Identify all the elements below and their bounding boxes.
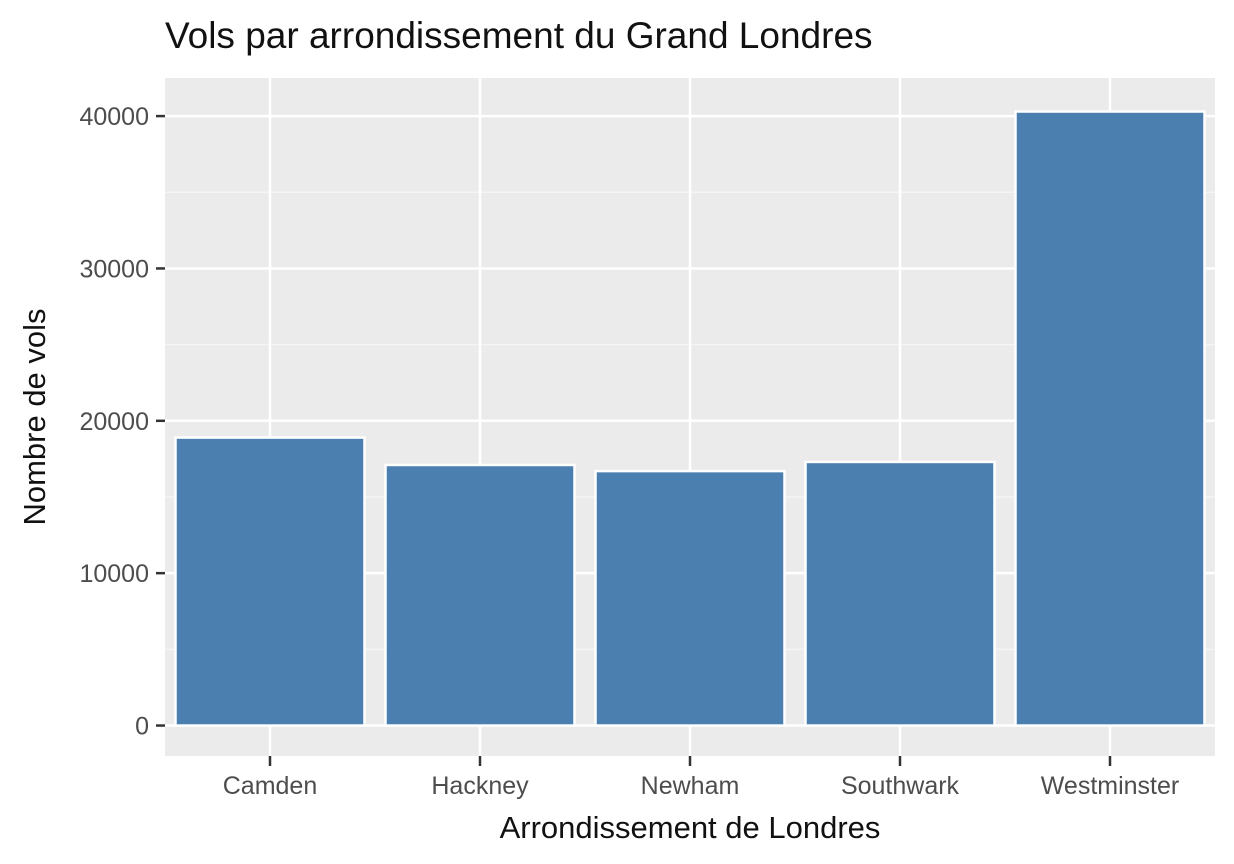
bars-group (174, 110, 1206, 727)
bar-southwark (804, 460, 996, 727)
y-tick-label: 40000 (79, 103, 149, 131)
y-tick-labels: 0 10000 20000 30000 40000 (79, 103, 149, 740)
x-tick-label: Southwark (841, 772, 960, 800)
x-axis-ticks (268, 756, 1112, 766)
bar-westminster (1014, 110, 1206, 727)
x-axis-title: Arrondissement de Londres (500, 810, 881, 845)
bar-hackney (384, 463, 576, 727)
x-tick-label: Hackney (431, 772, 529, 800)
y-tick-label: 0 (135, 713, 149, 741)
y-axis-title: Nombre de vols (17, 308, 52, 525)
y-tick-label: 10000 (79, 560, 149, 588)
x-tick-label: Newham (641, 772, 740, 800)
x-tick-labels: Camden Hackney Newham Southwark Westminster (223, 772, 1179, 800)
y-tick-label: 20000 (79, 408, 149, 436)
y-axis-ticks (156, 114, 165, 727)
chart-title: Vols par arrondissement du Grand Londres (165, 15, 873, 56)
y-tick-label: 30000 (79, 255, 149, 283)
x-tick-label: Westminster (1041, 772, 1179, 800)
bar-camden (174, 436, 366, 727)
x-tick-label: Camden (223, 772, 318, 800)
bar-newham (594, 469, 786, 727)
